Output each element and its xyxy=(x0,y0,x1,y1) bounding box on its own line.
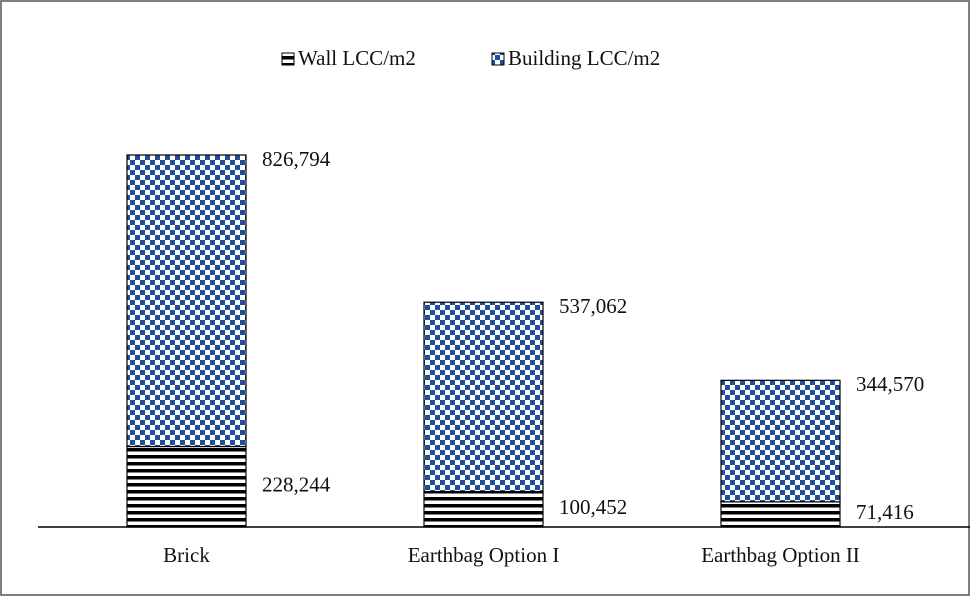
value-label: 228,244 xyxy=(262,473,331,497)
bar-segment xyxy=(126,445,247,528)
legend-label: Wall LCC/m2 xyxy=(298,46,416,70)
legend-swatch xyxy=(281,52,295,66)
bar-segment xyxy=(423,301,544,493)
x-tick-label: Brick xyxy=(163,543,210,567)
bar-segment xyxy=(720,501,841,528)
bar-segment xyxy=(126,154,247,448)
value-label: 344,570 xyxy=(856,372,924,396)
x-tick-label: Earthbag Option II xyxy=(701,543,860,567)
legend-label: Building LCC/m2 xyxy=(508,46,660,70)
value-label: 100,452 xyxy=(559,495,627,519)
x-tick-label: Earthbag Option I xyxy=(408,543,560,567)
value-label: 537,062 xyxy=(559,294,627,318)
bar-segment xyxy=(720,379,841,503)
value-label: 826,794 xyxy=(262,147,331,171)
bar-segment xyxy=(423,490,544,528)
legend-swatch xyxy=(491,52,505,66)
value-label: 71,416 xyxy=(856,500,914,524)
